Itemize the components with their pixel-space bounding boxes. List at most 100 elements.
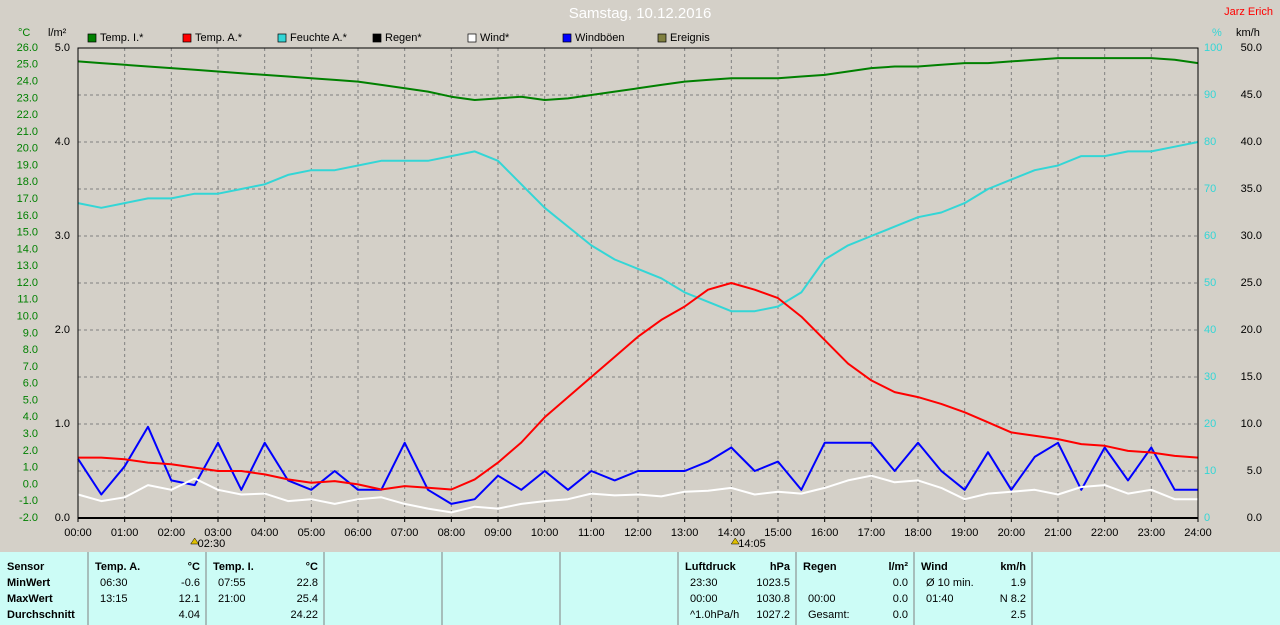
author: Jarz Erich bbox=[1224, 6, 1273, 18]
y-tick-label: -1.0 bbox=[19, 495, 38, 507]
x-tick-label: 10:00 bbox=[531, 527, 559, 539]
y2-axis-label: % bbox=[1212, 27, 1222, 39]
table-header: Wind bbox=[921, 561, 948, 573]
y2-tick-label: 70 bbox=[1204, 183, 1216, 195]
table-row-label: MaxWert bbox=[7, 593, 53, 605]
table-unit: °C bbox=[188, 561, 200, 573]
table-cell: 23:30 bbox=[690, 577, 718, 589]
table-header: Sensor bbox=[7, 561, 45, 573]
y-tick-label: 15.0 bbox=[17, 227, 38, 239]
y-tick-label: 18.0 bbox=[17, 176, 38, 188]
table-cell: 21:00 bbox=[218, 593, 246, 605]
legend-swatch bbox=[467, 33, 477, 43]
y-tick-label: 11.0 bbox=[17, 294, 38, 306]
y-tick-label: 26.0 bbox=[17, 42, 38, 54]
y-tick-label: 13.0 bbox=[17, 260, 38, 272]
series-line bbox=[77, 425, 1198, 505]
x-tick-label: 16:00 bbox=[811, 527, 839, 539]
table-cell: 07:55 bbox=[218, 577, 246, 589]
y-tick-label: 3.0 bbox=[23, 428, 38, 440]
y-tick-label: 17.0 bbox=[17, 193, 38, 205]
y3-tick-label: 35.0 bbox=[1241, 183, 1262, 195]
y4-tick-label: 4.0 bbox=[55, 136, 70, 148]
legend-swatch bbox=[372, 33, 382, 43]
series-line bbox=[77, 141, 1199, 313]
y-tick-label: 9.0 bbox=[23, 327, 38, 339]
table-cell: ^1.0hPa/h bbox=[690, 609, 739, 621]
y2-tick-label: 100 bbox=[1204, 42, 1222, 54]
y2-tick-label: 0 bbox=[1204, 512, 1210, 524]
table-background bbox=[0, 552, 1280, 625]
y-tick-label: 25.0 bbox=[17, 59, 38, 71]
x-tick-label: 15:00 bbox=[764, 527, 792, 539]
table-cell: 1023.5 bbox=[756, 577, 790, 589]
y-tick-label: -2.0 bbox=[19, 512, 38, 524]
x-tick-label: 24:00 bbox=[1184, 527, 1212, 539]
table-cell: 06:30 bbox=[100, 577, 128, 589]
y2-tick-label: 80 bbox=[1204, 136, 1216, 148]
table-cell: 1030.8 bbox=[756, 593, 790, 605]
y-tick-label: 0.0 bbox=[23, 478, 38, 490]
legend-label: Windböen bbox=[575, 32, 625, 44]
x-tick-label: 17:00 bbox=[858, 527, 886, 539]
x-tick-label: 00:00 bbox=[64, 527, 92, 539]
y3-tick-label: 45.0 bbox=[1241, 89, 1262, 101]
table-header: Temp. I. bbox=[213, 561, 254, 573]
y2-tick-label: 50 bbox=[1204, 277, 1216, 289]
table-row-label: MinWert bbox=[7, 577, 51, 589]
y2-tick-label: 90 bbox=[1204, 89, 1216, 101]
y-tick-label: 1.0 bbox=[23, 462, 38, 474]
legend-swatch bbox=[182, 33, 192, 43]
table-cell: 25.4 bbox=[297, 593, 318, 605]
y-tick-label: 5.0 bbox=[23, 394, 38, 406]
y-tick-label: 4.0 bbox=[23, 411, 38, 423]
table-header: Regen bbox=[803, 561, 837, 573]
y3-tick-label: 20.0 bbox=[1241, 324, 1262, 336]
x-tick-label: 08:00 bbox=[438, 527, 466, 539]
table-cell: 12.1 bbox=[179, 593, 200, 605]
y4-tick-label: 5.0 bbox=[55, 42, 70, 54]
table-cell: 01:40 bbox=[926, 593, 954, 605]
x-tick-label: 11:00 bbox=[578, 527, 605, 539]
table-cell: 13:15 bbox=[100, 593, 128, 605]
table-cell: 22.8 bbox=[297, 577, 318, 589]
y-tick-label: 6.0 bbox=[23, 378, 38, 390]
legend-label: Wind* bbox=[480, 32, 510, 44]
x-tick-label: 22:00 bbox=[1091, 527, 1119, 539]
annotation-marker bbox=[730, 537, 740, 545]
y3-axis-label: km/h bbox=[1236, 27, 1260, 39]
y-tick-label: 19.0 bbox=[17, 159, 38, 171]
table-cell: N 8.2 bbox=[1000, 593, 1026, 605]
y2-tick-label: 40 bbox=[1204, 324, 1216, 336]
y-tick-label: 23.0 bbox=[17, 92, 38, 104]
x-tick-label: 03:00 bbox=[204, 527, 232, 539]
y-tick-label: 21.0 bbox=[17, 126, 38, 138]
y3-tick-label: 40.0 bbox=[1241, 136, 1262, 148]
y3-tick-label: 25.0 bbox=[1241, 277, 1262, 289]
table-unit: hPa bbox=[770, 561, 791, 573]
legend-swatch bbox=[657, 33, 667, 43]
y-tick-label: 2.0 bbox=[23, 445, 38, 457]
y3-tick-label: 5.0 bbox=[1247, 465, 1262, 477]
y-tick-label: 8.0 bbox=[23, 344, 38, 356]
y2-tick-label: 30 bbox=[1204, 371, 1216, 383]
legend-label: Ereignis bbox=[670, 32, 710, 44]
x-tick-label: 12:00 bbox=[624, 527, 652, 539]
y-tick-label: 14.0 bbox=[17, 243, 38, 255]
x-tick-label: 09:00 bbox=[484, 527, 512, 539]
y-tick-label: 20.0 bbox=[17, 143, 38, 155]
legend-label: Regen* bbox=[385, 32, 422, 44]
legend-swatch bbox=[562, 33, 572, 43]
annotation-marker bbox=[190, 537, 200, 545]
y4-tick-label: 2.0 bbox=[55, 324, 70, 336]
table-row-label: Durchschnitt bbox=[7, 609, 75, 621]
table-cell: 24.22 bbox=[290, 609, 318, 621]
x-tick-label: 06:00 bbox=[344, 527, 372, 539]
legend-label: Feuchte A.* bbox=[290, 32, 348, 44]
chart-title: Samstag, 10.12.2016 bbox=[569, 5, 712, 22]
y3-tick-label: 15.0 bbox=[1241, 371, 1262, 383]
y2-tick-label: 60 bbox=[1204, 230, 1216, 242]
x-tick-label: 19:00 bbox=[951, 527, 979, 539]
y4-tick-label: 1.0 bbox=[55, 418, 70, 430]
table-cell: 2.5 bbox=[1011, 609, 1026, 621]
